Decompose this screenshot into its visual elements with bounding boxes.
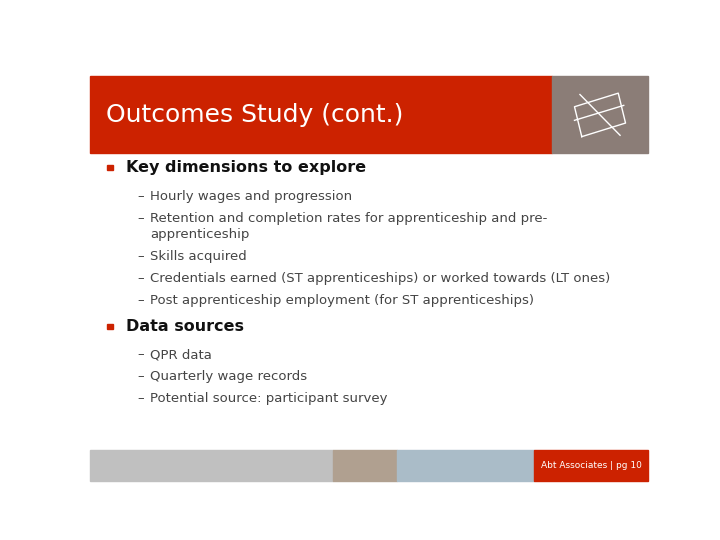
Text: Quarterly wage records: Quarterly wage records — [150, 370, 307, 383]
Bar — [90, 450, 333, 481]
Text: Outcomes Study (cont.): Outcomes Study (cont.) — [106, 103, 403, 127]
Text: Post apprenticeship employment (for ST apprenticeships): Post apprenticeship employment (for ST a… — [150, 294, 534, 307]
Text: QPR data: QPR data — [150, 348, 212, 361]
Text: Hourly wages and progression: Hourly wages and progression — [150, 190, 352, 202]
Text: Abt Associates | pg 10: Abt Associates | pg 10 — [541, 461, 642, 470]
Text: –: – — [137, 251, 143, 264]
Text: –: – — [137, 348, 143, 361]
Bar — [107, 324, 114, 329]
Text: –: – — [137, 212, 143, 225]
Bar — [397, 450, 534, 481]
Text: Key dimensions to explore: Key dimensions to explore — [126, 160, 366, 176]
Text: Credentials earned (ST apprenticeships) or worked towards (LT ones): Credentials earned (ST apprenticeships) … — [150, 272, 611, 285]
Bar — [333, 450, 397, 481]
Text: –: – — [137, 392, 143, 405]
Text: Retention and completion rates for apprenticeship and pre-: Retention and completion rates for appre… — [150, 212, 548, 225]
Bar — [90, 77, 552, 153]
Bar — [534, 450, 648, 481]
Text: –: – — [137, 190, 143, 202]
Text: Skills acquired: Skills acquired — [150, 251, 247, 264]
Text: apprenticeship: apprenticeship — [150, 228, 250, 241]
Text: –: – — [137, 272, 143, 285]
Bar — [107, 165, 114, 171]
Text: –: – — [137, 370, 143, 383]
Text: Potential source: participant survey: Potential source: participant survey — [150, 392, 388, 405]
Text: Data sources: Data sources — [126, 319, 244, 334]
Bar — [552, 77, 648, 153]
Text: –: – — [137, 294, 143, 307]
